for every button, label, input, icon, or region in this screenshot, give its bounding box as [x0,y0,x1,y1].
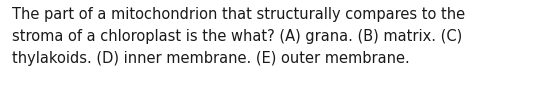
Text: The part of a mitochondrion that structurally compares to the
stroma of a chloro: The part of a mitochondrion that structu… [12,7,465,66]
